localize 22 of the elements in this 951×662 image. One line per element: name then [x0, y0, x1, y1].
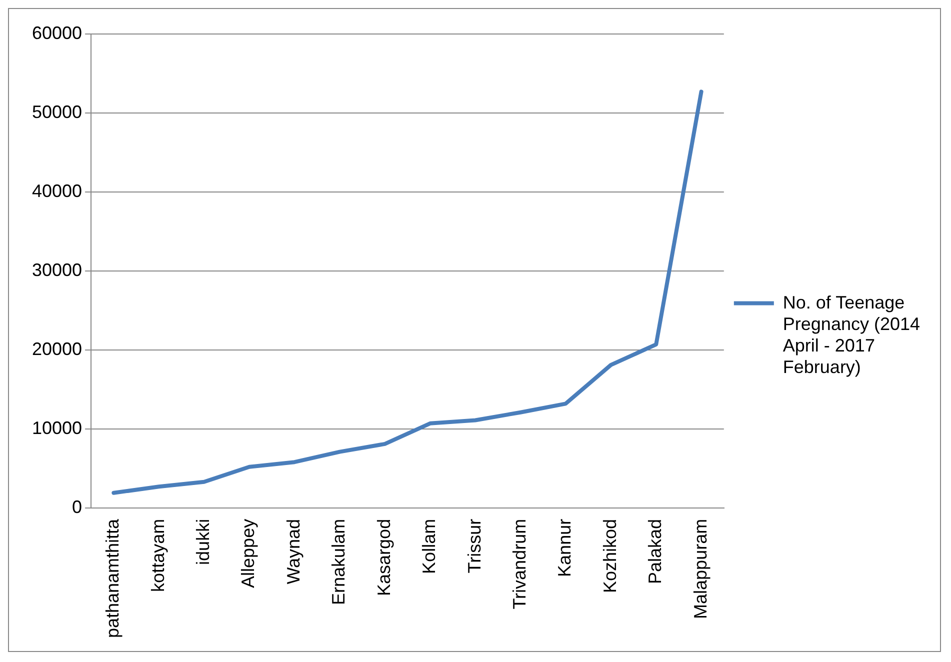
x-tick-label: Palakad [645, 518, 666, 584]
y-tick-label: 10000 [32, 418, 82, 438]
x-tick-label: Kollam [419, 518, 440, 574]
x-tick-label: Alleppey [238, 518, 258, 588]
x-tick-label: pathanamthitta [102, 518, 123, 638]
x-tick-label: Ernakulam [328, 518, 349, 605]
y-tick-label: 60000 [32, 22, 82, 43]
x-tick-label: Waynad [283, 518, 304, 584]
x-tick-label: Kozhikod [600, 518, 620, 593]
x-tick-label: Trissur [464, 518, 484, 574]
y-tick-label: 0 [72, 496, 82, 517]
y-tick-label: 30000 [32, 260, 82, 280]
x-tick-label: Kannur [554, 518, 575, 577]
x-tick-label: Malappuram [690, 518, 710, 619]
x-tick-label: kottayam [148, 518, 168, 592]
x-tick-label: Kasargod [374, 518, 394, 596]
y-tick-label: 40000 [32, 180, 82, 201]
x-tick-label: Trivandrum [509, 518, 530, 610]
x-tick-label: idukki [193, 518, 214, 565]
y-tick-label: 20000 [32, 338, 82, 359]
legend-label: No. of Teenage Pregnancy (2014 April - 2017 February) [782, 292, 920, 378]
y-tick-label: 50000 [32, 102, 82, 122]
